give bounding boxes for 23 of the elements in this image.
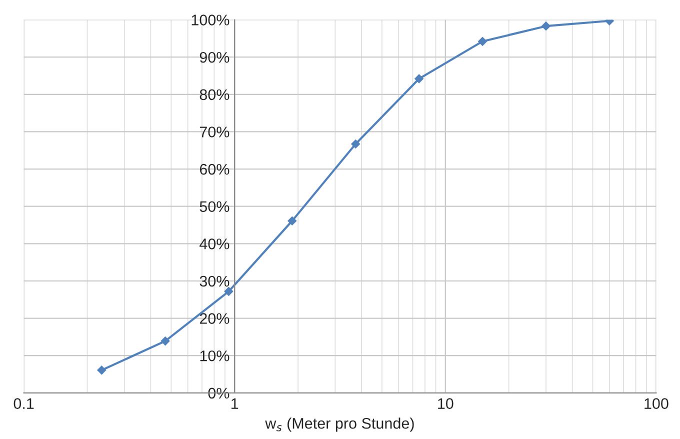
x-tick-label: 1 xyxy=(232,398,238,409)
y-tick-label: 70% xyxy=(200,126,230,138)
point xyxy=(542,22,550,31)
x-tick-label: 10 xyxy=(438,398,454,409)
y-tick-label: 80% xyxy=(200,89,230,100)
y-tick-label: 100% xyxy=(192,14,230,26)
x-tick-label: 100 xyxy=(644,398,668,409)
y-tick-label: 20% xyxy=(200,313,230,324)
point xyxy=(160,336,170,346)
y-tick-label: 90% xyxy=(200,52,230,63)
point xyxy=(351,140,360,148)
point xyxy=(414,74,424,84)
point xyxy=(478,36,487,46)
y-tick-label: 30% xyxy=(200,276,230,287)
x-tick-label: 0.1 xyxy=(14,398,34,409)
point xyxy=(224,286,234,296)
y-tick-label: 60% xyxy=(200,164,230,175)
point xyxy=(97,366,106,375)
y-tick-label: 50% xyxy=(200,201,230,212)
x-axis-title: w$_{s}$ (Meter pro Stunde) xyxy=(265,418,414,432)
y-tick-label: 40% xyxy=(200,238,230,250)
y-tick-label: 10% xyxy=(200,350,230,362)
point xyxy=(288,216,297,226)
